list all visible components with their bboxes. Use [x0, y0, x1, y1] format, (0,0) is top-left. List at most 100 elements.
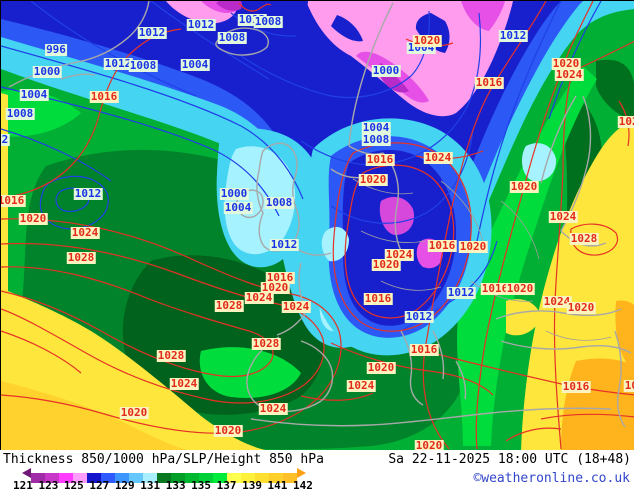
contour-label-1028: 1028	[617, 116, 634, 128]
contour-label-1020: 1020	[566, 301, 596, 314]
contour-label-1012: 1012	[73, 187, 103, 200]
legend-cell	[115, 473, 129, 483]
legend-cell	[101, 473, 115, 483]
legend-cell	[59, 473, 73, 483]
contour-label-1012: 1012	[404, 310, 434, 323]
contour-label-1016: 1016	[1, 195, 26, 207]
contour-label-1016: 1016	[623, 380, 634, 392]
contour-label-1024: 1024	[258, 402, 288, 415]
legend-value: 142	[292, 479, 313, 490]
contour-label-1016: 1016	[363, 292, 393, 305]
contour-label-1024: 1024	[346, 379, 376, 392]
legend-cell	[213, 473, 227, 483]
contour-label-1012: 1012	[269, 238, 299, 251]
contour-label-1016: 1016	[480, 282, 510, 295]
contour-labels-layer: 9961000100410081012101210121008101210081…	[1, 1, 634, 450]
legend-cell	[227, 473, 241, 483]
contour-label-1008: 1008	[253, 15, 283, 28]
legend-cell	[73, 473, 87, 483]
legend-value: 125	[63, 479, 84, 490]
legend-value: 127	[89, 479, 110, 490]
contour-label-1000: 1000	[32, 65, 62, 78]
contour-label-1004: 1004	[19, 88, 49, 101]
legend-cell	[171, 473, 185, 483]
legend-value: 135	[191, 479, 212, 490]
map-datetime: Sa 22-11-2025 18:00 UTC (18+48)	[388, 452, 631, 467]
contour-label-1020: 1020	[358, 173, 388, 186]
weather-map: 9961000100410081012101210121008101210081…	[0, 0, 634, 450]
contour-label-1012: 1012	[1, 134, 10, 146]
contour-label-1008: 1008	[264, 196, 294, 209]
contour-label-1012: 1012	[137, 26, 167, 39]
contour-label-1016: 1016	[561, 380, 591, 393]
legend-value: 139	[242, 479, 262, 490]
legend-cell	[199, 473, 213, 483]
contour-label-1024: 1024	[554, 68, 584, 81]
legend-value: 131	[140, 479, 161, 490]
contour-label-1008: 1008	[361, 133, 391, 146]
contour-label-1000: 1000	[371, 64, 401, 77]
contour-label-1020: 1020	[213, 424, 243, 437]
legend-cell	[241, 473, 255, 483]
legend-cell	[45, 473, 59, 483]
map-footer: Thickness 850/1000 hPa/SLP/Height 850 hP…	[0, 450, 634, 490]
contour-label-1020: 1020	[18, 212, 48, 225]
contour-label-1004: 1004	[180, 58, 210, 71]
legend-cell	[157, 473, 171, 483]
contour-label-1020: 1020	[505, 282, 535, 295]
contour-label-1020: 1020	[119, 406, 149, 419]
contour-label-1020: 1020	[414, 439, 444, 450]
legend-left-arrow-icon	[22, 468, 31, 478]
legend-value: 133	[165, 479, 186, 490]
copyright-link[interactable]: ©weatheronline.co.uk	[473, 471, 630, 486]
contour-label-1024: 1024	[423, 151, 453, 164]
legend-cells	[31, 468, 297, 483]
contour-label-1012: 1012	[186, 18, 216, 31]
legend-value: 129	[114, 479, 135, 490]
contour-label-1016: 1016	[365, 153, 395, 166]
map-caption: Thickness 850/1000 hPa/SLP/Height 850 hP…	[3, 452, 324, 467]
contour-label-1028: 1028	[569, 232, 599, 245]
legend-cell	[185, 473, 199, 483]
contour-label-1016: 1016	[409, 343, 439, 356]
contour-label-1028: 1028	[214, 299, 244, 312]
legend-cell	[143, 473, 157, 483]
contour-label-1024: 1024	[542, 295, 572, 308]
contour-label-1024: 1024	[548, 210, 578, 223]
contour-label-1004: 1004	[223, 201, 253, 214]
legend-cell	[283, 473, 297, 483]
contour-label-1024: 1024	[169, 377, 199, 390]
legend-cell	[255, 473, 269, 483]
contour-label-1020: 1020	[371, 258, 401, 271]
legend-value: 141	[267, 479, 288, 490]
legend-right-arrow-icon	[297, 468, 306, 478]
contour-label-996: 996	[45, 43, 67, 56]
contour-label-1012: 1012	[446, 286, 476, 299]
contour-label-1008: 1008	[5, 107, 35, 120]
contour-label-1028: 1028	[156, 349, 186, 362]
contour-label-1008: 1008	[128, 59, 158, 72]
legend-cell	[87, 473, 101, 483]
legend-cell	[269, 473, 283, 483]
contour-label-1028: 1028	[66, 251, 96, 264]
contour-label-1016: 1016	[89, 90, 119, 103]
contour-label-1020: 1020	[551, 57, 581, 70]
contour-label-1024: 1024	[244, 291, 274, 304]
contour-label-1020: 1020	[412, 34, 442, 47]
contour-label-1020: 1020	[260, 281, 290, 294]
thickness-slp-map-graphic	[1, 1, 634, 450]
legend-value: 137	[216, 479, 237, 490]
contour-label-1020: 1020	[366, 361, 396, 374]
contour-label-1000: 1000	[219, 187, 249, 200]
contour-label-1024: 1024	[281, 300, 311, 313]
legend-value: 123	[38, 479, 59, 490]
thickness-legend	[22, 468, 306, 483]
contour-label-1020: 1020	[458, 240, 488, 253]
legend-values: 121 123 125 127 129 131 133 135 137 139 141 142	[13, 479, 313, 490]
contour-label-1012: 1012	[498, 29, 528, 42]
contour-label-1016: 1016	[427, 239, 457, 252]
legend-cell	[31, 473, 45, 483]
contour-label-1012: 1012	[103, 57, 133, 70]
contour-label-1020: 1020	[509, 180, 539, 193]
